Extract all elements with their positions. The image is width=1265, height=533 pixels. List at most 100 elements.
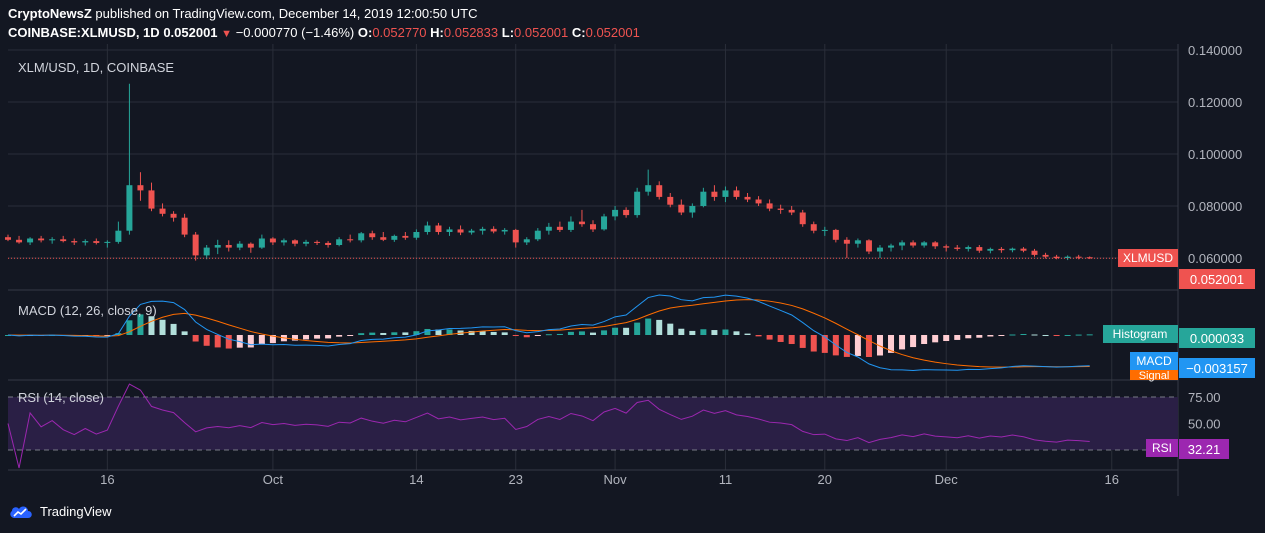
- macd-histogram-bar: [788, 335, 795, 345]
- signal-line: [7, 299, 1090, 368]
- candle-body: [314, 241, 321, 243]
- candle-body: [832, 229, 839, 240]
- macd-histogram-bar: [291, 335, 298, 341]
- macd-histogram-bar: [910, 335, 917, 348]
- chart-area[interactable]: XLM/USD, 1D, COINBASE MACD (12, 26, clos…: [0, 0, 1265, 496]
- macd-histogram-bar: [181, 331, 188, 335]
- price-axis-label: 0.060000: [1188, 251, 1242, 266]
- rsi-axis-label: 50.00: [1188, 417, 1221, 432]
- candle-body: [325, 242, 332, 245]
- publisher-name[interactable]: CryptoNewsZ: [8, 6, 92, 21]
- chart-header: CryptoNewsZ published on TradingView.com…: [0, 0, 1265, 44]
- rsi-line: [7, 383, 1090, 469]
- candle-body: [369, 233, 376, 238]
- macd-histogram-bar: [722, 329, 729, 335]
- macd-histogram-bar: [1053, 335, 1060, 336]
- candle-body: [380, 237, 387, 240]
- candle-body: [512, 229, 519, 243]
- tradingview-logo[interactable]: TradingView: [8, 504, 112, 519]
- candle-body: [667, 196, 674, 205]
- candle-body: [225, 245, 232, 248]
- macd-tag: MACD: [1130, 352, 1178, 370]
- symbol-label: COINBASE:XLMUSD, 1D: [8, 25, 160, 40]
- candle-body: [413, 232, 420, 238]
- candle-body: [954, 247, 961, 249]
- macd-histogram-bar: [247, 335, 254, 348]
- down-triangle-icon: ▼: [221, 28, 233, 40]
- candle-body: [424, 225, 431, 232]
- candle-body: [38, 238, 45, 241]
- macd-histogram-bar: [512, 335, 519, 336]
- candle-body: [899, 242, 906, 246]
- candle-body: [181, 217, 188, 235]
- candle-body: [391, 235, 398, 240]
- macd-histogram-bar: [104, 335, 111, 336]
- candle-body: [358, 233, 365, 241]
- candle-body: [148, 190, 155, 209]
- price-axis-label: 0.100000: [1188, 147, 1242, 162]
- candle-body: [1086, 257, 1093, 259]
- svg-text:0.052001: 0.052001: [1190, 272, 1244, 287]
- price-axis-label: 0.080000: [1188, 199, 1242, 214]
- candle-body: [987, 248, 994, 251]
- macd-histogram-bar: [545, 334, 552, 336]
- last-value: 0.052001: [163, 25, 218, 40]
- candle-body: [932, 242, 939, 247]
- macd-value-tag: −0.003157: [1179, 358, 1255, 378]
- macd-histogram-bar: [755, 335, 762, 337]
- macd-histogram-bar: [148, 316, 155, 335]
- candle-body: [567, 221, 574, 230]
- macd-histogram-bar: [490, 331, 497, 335]
- candle-body: [1075, 256, 1082, 258]
- rsi-pane-title: RSI (14, close): [18, 390, 104, 405]
- x-axis-label: Oct: [263, 472, 284, 487]
- x-axis-label: 16: [1105, 472, 1119, 487]
- macd-histogram-bar: [766, 335, 773, 340]
- candle-body: [578, 221, 585, 225]
- histogram-value-tag: 0.000033: [1179, 328, 1255, 348]
- candle-body: [82, 241, 89, 243]
- publish-line: CryptoNewsZ published on TradingView.com…: [8, 6, 477, 21]
- candle-body: [71, 241, 78, 243]
- x-axis-label: 20: [818, 472, 832, 487]
- candle-body: [1031, 250, 1038, 255]
- macd-histogram-bar: [932, 335, 939, 343]
- macd-histogram-bar: [876, 335, 883, 356]
- candle-body: [821, 229, 828, 231]
- candle-body: [269, 238, 276, 243]
- candle-body: [93, 241, 100, 243]
- candle-body: [534, 230, 541, 240]
- candle-body: [556, 226, 563, 230]
- macd-histogram-bar: [678, 328, 685, 335]
- rsi-axis-label: 75.00: [1188, 390, 1221, 405]
- svg-text:RSI: RSI: [1152, 441, 1172, 455]
- candle-body: [623, 209, 630, 216]
- close-label: C:: [571, 25, 586, 40]
- svg-text:XLMUSD: XLMUSD: [1123, 251, 1173, 265]
- candle-body: [236, 243, 243, 248]
- candle-body: [943, 246, 950, 248]
- macd-histogram-bar: [744, 333, 751, 335]
- candle-body: [921, 242, 928, 246]
- candle-body: [744, 196, 751, 200]
- histogram-tag: Histogram: [1103, 325, 1178, 343]
- macd-histogram-bar: [965, 335, 972, 339]
- candle-body: [501, 229, 508, 232]
- macd-histogram-bar: [733, 331, 740, 335]
- macd-histogram-bar: [578, 331, 585, 335]
- candle-body: [888, 245, 895, 248]
- candle-body: [523, 239, 530, 243]
- candle-body: [645, 185, 652, 192]
- low-value: 0.052001: [514, 25, 569, 40]
- candle-body: [601, 216, 608, 230]
- footer: TradingView: [0, 496, 1265, 533]
- macd-histogram-bar: [314, 335, 321, 339]
- candle-body: [1020, 248, 1027, 251]
- macd-histogram-bar: [711, 330, 718, 335]
- candle-body: [490, 228, 497, 232]
- macd-histogram-bar: [402, 332, 409, 335]
- candle-body: [203, 247, 210, 256]
- macd-histogram-bar: [137, 314, 144, 335]
- published-text: published on TradingView.com, December 1…: [95, 6, 478, 21]
- candle-body: [865, 240, 872, 252]
